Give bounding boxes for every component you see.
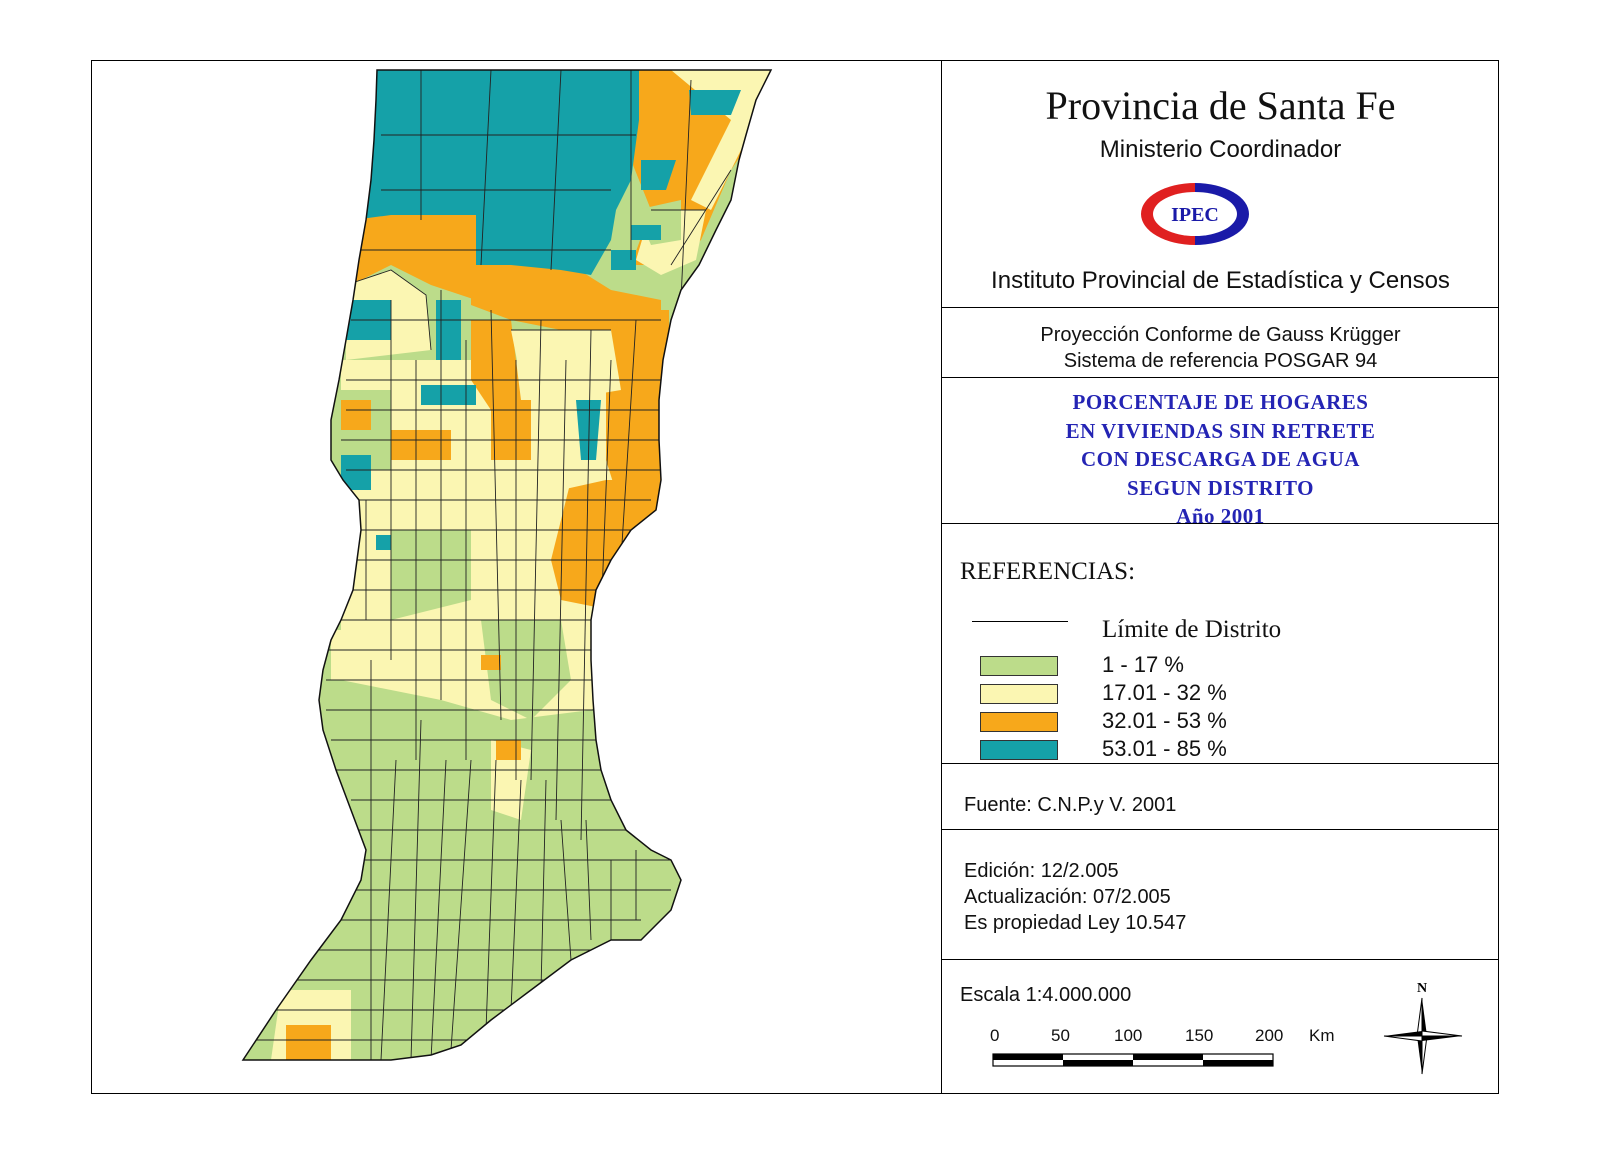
scale-tick-50: 50 bbox=[1051, 1026, 1070, 1045]
source-section: Fuente: C.N.P.y V. 2001 bbox=[942, 764, 1499, 830]
theme-year: Año 2001 bbox=[1176, 504, 1265, 528]
theme-section: PORCENTAJE DE HOGARES EN VIVIENDAS SIN R… bbox=[942, 378, 1499, 528]
theme-line-1: PORCENTAJE DE HOGARES bbox=[1072, 390, 1369, 414]
map-frame bbox=[91, 60, 1499, 1094]
legend-panel: Provincia de Santa Fe Ministerio Coordin… bbox=[941, 60, 1499, 1094]
legend-label-class-1: 1 - 17 % bbox=[1102, 652, 1184, 677]
scale-bar bbox=[992, 1053, 1274, 1067]
ipec-logo: IPEC bbox=[1140, 182, 1250, 251]
north-label: N bbox=[1417, 981, 1427, 996]
legend-label-class-2: 17.01 - 32 % bbox=[1102, 680, 1227, 705]
legend-swatch-class-2 bbox=[980, 684, 1058, 704]
scale-label: Escala 1:4.000.000 bbox=[960, 984, 1132, 1006]
legend-label-class-3: 32.01 - 53 % bbox=[1102, 708, 1227, 733]
theme-line-4: SEGUN DISTRITO bbox=[1127, 475, 1314, 500]
scale-tick-0: 0 bbox=[990, 1026, 1000, 1045]
legend-swatch-class-3 bbox=[980, 712, 1058, 732]
edition-section: Edición: 12/2.005 Actualización: 07/2.00… bbox=[942, 830, 1499, 960]
theme-line-3: CON DESCARGA DE AGUA bbox=[1081, 447, 1360, 471]
legend-section: REFERENCIAS: Límite de Distrito 1 - 17 %… bbox=[942, 524, 1499, 764]
copyright-law: Es propiedad Ley 10.547 bbox=[964, 912, 1187, 934]
header-section: Provincia de Santa Fe Ministerio Coordin… bbox=[942, 60, 1499, 308]
boundary-line-label: Límite de Distrito bbox=[1102, 616, 1282, 643]
scale-tick-200: 200 bbox=[1255, 1026, 1284, 1045]
district-boundaries bbox=[251, 70, 732, 1060]
ministry-subtitle: Ministerio Coordinador bbox=[1099, 136, 1342, 163]
logo-text: IPEC bbox=[1171, 204, 1219, 226]
boundary-line-symbol bbox=[972, 621, 1068, 622]
map-area bbox=[91, 60, 941, 1094]
legend-label-class-4: 53.01 - 85 % bbox=[1102, 736, 1227, 761]
legend-swatch-class-1 bbox=[980, 656, 1058, 676]
legend-swatch-class-4 bbox=[980, 740, 1058, 760]
projection-line-1: Proyección Conforme de Gauss Krügger bbox=[1040, 324, 1401, 346]
scale-section: Escala 1:4.000.000 0 50 100 150 200 Km N bbox=[942, 960, 1499, 1094]
province-outline bbox=[241, 69, 773, 1061]
update-date: Actualización: 07/2.005 bbox=[964, 886, 1171, 908]
projection-section: Proyección Conforme de Gauss Krügger Sis… bbox=[942, 308, 1499, 378]
source-text: Fuente: C.N.P.y V. 2001 bbox=[964, 794, 1177, 816]
scale-tick-100: 100 bbox=[1114, 1026, 1143, 1045]
edition-date: Edición: 12/2.005 bbox=[964, 860, 1119, 882]
institute-name: Instituto Provincial de Estadística y Ce… bbox=[991, 267, 1450, 294]
scale-unit: Km bbox=[1309, 1026, 1335, 1045]
province-map bbox=[241, 69, 773, 1061]
theme-line-2: EN VIVIENDAS SIN RETRETE bbox=[1065, 418, 1376, 443]
north-arrow-icon: N bbox=[1382, 978, 1466, 1087]
scale-tick-150: 150 bbox=[1185, 1026, 1214, 1045]
legend-title: REFERENCIAS: bbox=[960, 558, 1136, 585]
projection-line-2: Sistema de referencia POSGAR 94 bbox=[1063, 350, 1378, 372]
map-title: Provincia de Santa Fe bbox=[1045, 83, 1396, 128]
